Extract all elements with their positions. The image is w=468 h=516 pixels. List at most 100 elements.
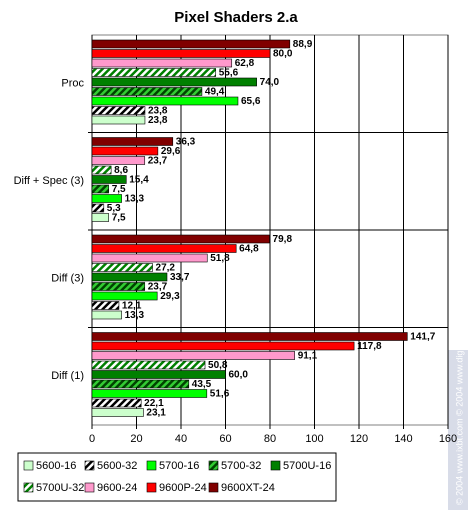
legend-swatch [146, 460, 157, 471]
value-label: 88,9 [293, 39, 313, 50]
bar [91, 68, 217, 77]
value-label: 27,2 [156, 263, 176, 274]
bar [91, 234, 270, 244]
value-label: 36,3 [176, 137, 196, 148]
legend-swatch [84, 460, 95, 471]
x-tick-label: 80 [264, 433, 276, 445]
legend-label: 5700-32 [221, 460, 261, 472]
bar [91, 165, 112, 175]
bar [91, 106, 146, 115]
x-tick-label: 120 [350, 433, 368, 445]
x-tick-label: 40 [175, 433, 187, 445]
bar [91, 370, 226, 379]
value-label: 22,1 [144, 398, 164, 409]
value-label: 15,4 [129, 175, 149, 186]
watermark-bg [448, 350, 468, 510]
bar [91, 49, 271, 58]
value-label: 7,5 [112, 184, 126, 195]
legend-box [17, 452, 337, 502]
legend-label: 5600-32 [97, 460, 137, 472]
legend-swatch [270, 460, 281, 471]
bar [91, 310, 122, 320]
legend-label: 9600-24 [97, 482, 137, 494]
x-tick-label: 60 [219, 433, 231, 445]
value-label: 60,0 [229, 370, 249, 381]
value-label: 43,5 [192, 379, 212, 390]
bar [91, 379, 190, 389]
bar [91, 253, 208, 263]
bar [91, 203, 105, 213]
value-label: 29,6 [161, 146, 181, 157]
legend-label: 5700U-16 [283, 460, 331, 472]
value-label: 12,1 [122, 301, 142, 312]
x-tick-label: 0 [89, 433, 95, 445]
value-label: 8,6 [114, 165, 128, 176]
bar [91, 39, 291, 49]
bar [91, 332, 408, 341]
value-label: 13,3 [125, 310, 145, 321]
value-label: 74,0 [260, 77, 280, 88]
legend-swatch [146, 482, 157, 493]
bar [91, 351, 295, 360]
legend-swatch [23, 482, 34, 493]
legend-label: 9600P-24 [159, 482, 207, 494]
legend-swatch [208, 460, 219, 471]
bar [91, 146, 159, 156]
value-label: 62,8 [235, 58, 255, 69]
value-label: 23,8 [148, 106, 168, 117]
value-label: 141,7 [410, 332, 435, 343]
value-label: 33,7 [170, 272, 190, 283]
value-label: 51,8 [210, 253, 230, 264]
bar [91, 244, 237, 253]
x-tick-label: 160 [439, 433, 457, 445]
value-label: 23,1 [146, 408, 166, 419]
y-tick-label: Diff (1) [51, 370, 84, 382]
bar [91, 341, 355, 351]
value-label: 79,8 [273, 234, 293, 245]
bar [91, 360, 206, 370]
y-tick-label: Diff + Spec (3) [14, 175, 84, 187]
bar [91, 408, 144, 417]
bar [91, 87, 203, 96]
value-label: 80,0 [273, 49, 293, 60]
value-label: 65,6 [241, 96, 261, 107]
bar [91, 282, 146, 291]
bar [91, 301, 120, 310]
value-label: 55,6 [219, 68, 239, 79]
legend-label: 5600-16 [36, 460, 76, 472]
bar [91, 263, 153, 272]
value-label: 5,3 [107, 203, 121, 214]
legend-swatch [23, 460, 34, 471]
value-label: 13,3 [125, 194, 145, 205]
bar [91, 213, 109, 222]
y-tick-label: Proc [61, 78, 84, 90]
bar [91, 272, 168, 282]
value-label: 64,8 [239, 244, 259, 255]
value-label: 29,3 [160, 291, 180, 302]
value-label: 50,8 [208, 360, 228, 371]
value-label: 7,5 [112, 213, 126, 224]
value-label: 23,7 [148, 156, 168, 167]
bar [91, 184, 109, 194]
x-tick-label: 20 [130, 433, 142, 445]
bar [91, 194, 122, 203]
legend-swatch [208, 482, 219, 493]
x-tick-label: 140 [394, 433, 412, 445]
bar [91, 389, 208, 398]
value-label: 51,6 [210, 389, 230, 400]
bar [91, 115, 146, 125]
bar [91, 137, 174, 146]
value-label: 49,4 [205, 87, 225, 98]
watermark: © 2004 www.ixbt.com © 2004 www.digit-lif… [454, 312, 464, 505]
value-label: 23,8 [148, 115, 168, 126]
legend-label: 5700-16 [159, 460, 199, 472]
chart-title: Pixel Shaders 2.a [174, 9, 298, 26]
bar [91, 58, 233, 68]
y-tick-label: Diff (3) [51, 273, 84, 285]
value-label: 23,7 [148, 282, 168, 293]
bar [91, 156, 146, 165]
bar [91, 77, 257, 87]
legend-label: 5700U-32 [36, 482, 84, 494]
bar [91, 175, 127, 184]
value-label: 91,1 [298, 351, 318, 362]
